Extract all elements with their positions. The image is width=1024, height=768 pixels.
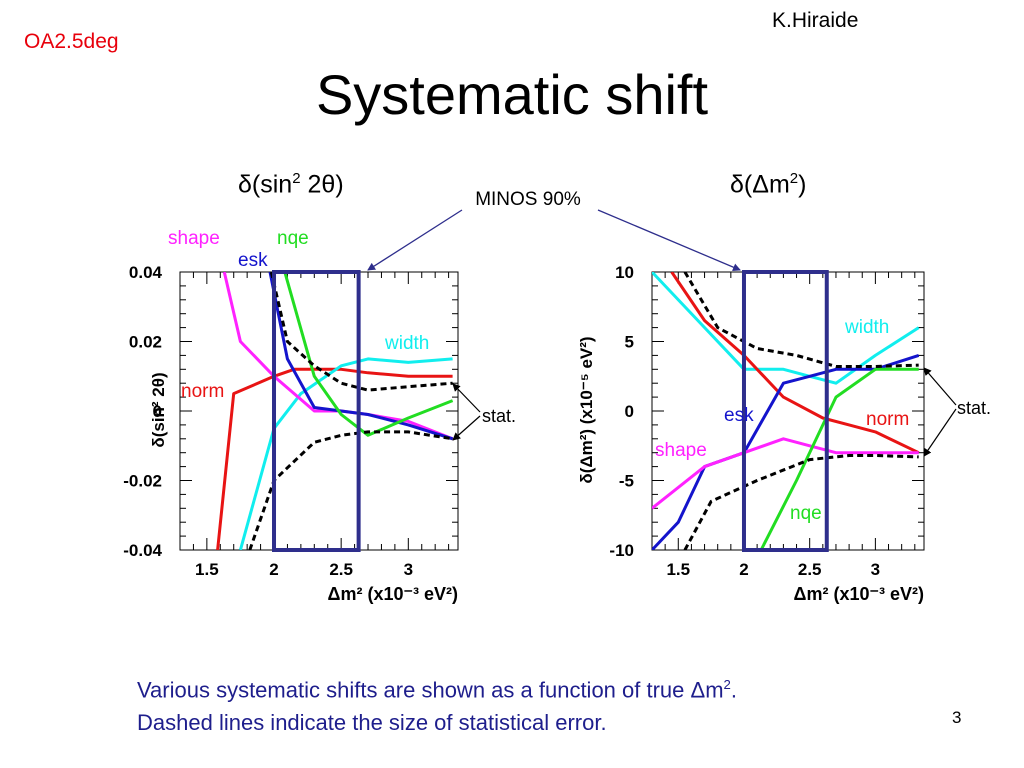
x-tick-label: 2: [739, 560, 748, 579]
y-tick-label: -0.02: [123, 472, 162, 491]
series-label-esk: esk: [724, 405, 754, 426]
series-label-norm: norm: [866, 409, 909, 430]
caption-line-1: Various systematic shifts are shown as a…: [137, 668, 737, 706]
left-heading-delta: δ: [238, 170, 252, 199]
caption: Various systematic shifts are shown as a…: [137, 668, 737, 739]
y-tick-label: 0.02: [129, 333, 162, 352]
x-tick-label: 1.5: [666, 560, 690, 579]
right-heading-open: (Δm: [743, 170, 790, 199]
caption-line-2: Dashed lines indicate the size of statis…: [137, 710, 607, 736]
minos-90-box: [272, 270, 361, 552]
series-group: [216, 272, 454, 550]
minos-arrow-left: [367, 209, 463, 271]
y-tick-label: -0.04: [123, 541, 162, 560]
series-nqe-line: [759, 367, 919, 550]
slide-tag: OA2.5deg: [24, 30, 119, 53]
caption-sup: 2: [723, 677, 731, 692]
right-chart: 1.5 2 2.5 3 -10 -5 0 5 10 Δm² (x10⁻³ eV²) δ(Δm²) (…: [577, 263, 991, 604]
series-stat-lower-line: [248, 430, 453, 550]
x-tick-label: 1.5: [195, 560, 219, 579]
left-chart-heading: δ(sin2 2θ): [238, 170, 344, 199]
x-axis-label: Δm² (x10⁻³ eV²): [794, 584, 924, 604]
x-tick-label: 3: [871, 560, 880, 579]
series-label-stat: stat.: [482, 406, 516, 426]
series-label-esk: esk: [238, 250, 268, 271]
right-heading-delta: δ: [730, 170, 744, 199]
series-norm-line: [670, 272, 920, 455]
series-group: [652, 272, 920, 550]
x-tick-label: 2.5: [329, 560, 353, 579]
series-stat-lowerupper-line: [683, 272, 919, 368]
series-label-width: width: [844, 317, 889, 338]
x-tick-label: 2.5: [798, 560, 822, 579]
left-heading-close: 2θ): [300, 170, 344, 199]
y-tick-label: 10: [615, 263, 634, 282]
left-chart: 1.5 2 2.5 3 -0.04 -0.02 0 0.02 0.04 Δm² (x10⁻³ eV…: [123, 228, 516, 604]
series-label-nqe: nqe: [277, 228, 309, 249]
right-chart-heading: δ(Δm2): [730, 170, 806, 199]
series-label-shape: shape: [655, 440, 707, 461]
stat-arrow: [923, 367, 957, 406]
stat-arrow: [452, 415, 481, 441]
series-norm-line: [216, 367, 453, 550]
left-heading-open: (sin: [251, 170, 293, 199]
series-stat-lower-line: [683, 454, 919, 550]
y-tick-label: -5: [619, 472, 634, 491]
caption-line-1-end: .: [730, 677, 738, 703]
series-label-nqe: nqe: [790, 503, 822, 524]
series-label-shape: shape: [168, 228, 220, 249]
page-number: 3: [952, 708, 962, 727]
left-heading-sup: 2: [292, 170, 301, 187]
series-width-line: [652, 272, 920, 385]
minos-90-box: [741, 270, 829, 552]
stat-arrow: [923, 408, 957, 457]
slide-title: Systematic shift: [315, 63, 709, 126]
series-stat-lowerupper-line: [269, 272, 453, 392]
stat-arrow: [452, 383, 481, 413]
right-heading-sup: 2: [789, 170, 799, 187]
y-tick-label: -10: [609, 541, 634, 560]
y-axis-label: δ(Δm²) (x10⁻⁵ eV²): [577, 336, 596, 483]
series-esk-line: [652, 353, 920, 550]
series-shape-line: [652, 437, 919, 510]
y-tick-label: 0: [153, 402, 162, 421]
y-tick-label: 0.04: [129, 263, 163, 282]
author-name: K.Hiraide: [772, 9, 859, 32]
series-label-width: width: [384, 333, 429, 354]
series-label-norm: norm: [181, 381, 224, 402]
series-esk-line: [268, 272, 454, 441]
x-tick-label: 2: [269, 560, 278, 579]
series-label-stat: stat.: [957, 398, 991, 418]
minos-arrow-right: [597, 209, 741, 271]
y-tick-label: 0: [625, 402, 634, 421]
minos-label: MINOS 90%: [475, 189, 581, 210]
series-nqe-line: [283, 272, 454, 437]
x-axis-label: Δm² (x10⁻³ eV²): [328, 584, 458, 604]
y-axis-label: δ(sin² 2θ): [149, 372, 168, 447]
right-heading-close: ): [798, 170, 807, 199]
x-tick-label: 3: [404, 560, 413, 579]
y-tick-label: 5: [625, 333, 634, 352]
caption-line-1-text: Various systematic shifts are shown as a…: [137, 677, 724, 703]
